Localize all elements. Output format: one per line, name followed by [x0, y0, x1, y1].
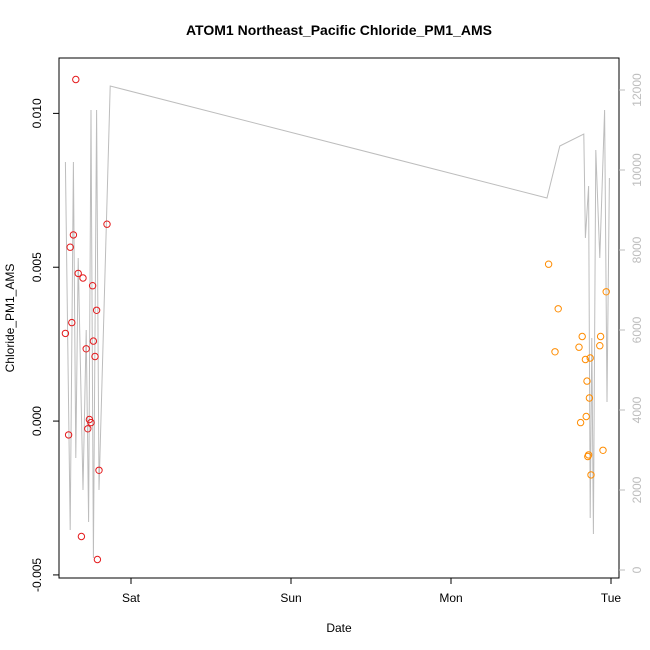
- data-point-s1-19: [95, 466, 103, 474]
- data-point-s1-16: [91, 352, 99, 361]
- x-tick-label-tue: Tue: [601, 591, 622, 605]
- data-point-s1-7: [74, 269, 82, 278]
- data-point-s1-17: [92, 306, 101, 314]
- y2-tick-label-0: 0: [630, 566, 644, 573]
- y2-tick-label-6: 12000: [630, 73, 644, 107]
- x-tick-label-sun: Sun: [280, 591, 301, 605]
- y2-tick-label-2: 4000: [630, 396, 644, 423]
- data-point-s2-8: [582, 412, 590, 421]
- data-point-s2-14: [587, 471, 595, 479]
- data-point-s2-1: [544, 260, 553, 268]
- data-point-s1-3: [66, 243, 74, 251]
- y2-tick-label-4: 8000: [630, 236, 644, 263]
- data-point-s2-3: [554, 305, 562, 313]
- y2-tick-label-3: 6000: [630, 316, 644, 343]
- x-tick-label-mon: Mon: [439, 591, 462, 605]
- x-axis-label: Date: [326, 621, 352, 635]
- data-point-s1-14: [88, 282, 97, 290]
- y2-tick-label-1: 2000: [630, 476, 644, 503]
- plot-area: Sat Sun Mon Tue -0.005 0.000 0.005 0.010 0 2000 40…: [30, 57, 644, 605]
- data-point-s1-11: [84, 425, 92, 433]
- data-point-s2-4: [575, 343, 583, 351]
- secondary-series-line: [64, 85, 610, 559]
- data-point-s1-8: [77, 532, 86, 541]
- data-point-s2-7: [581, 355, 590, 364]
- data-point-s2-11: [584, 451, 593, 459]
- chart-title: ATOM1 Northeast_Pacific Chloride_PM1_AMS: [186, 22, 492, 38]
- data-point-s2-2: [551, 348, 559, 356]
- data-point-s1-10: [82, 345, 90, 353]
- y-tick-label-0: -0.005: [30, 558, 44, 592]
- data-point-s1-13: [87, 418, 95, 427]
- data-point-s2-15: [596, 342, 604, 350]
- data-point-s1-4: [68, 318, 76, 327]
- data-point-s2-13: [586, 354, 594, 362]
- data-point-s1-15: [89, 337, 98, 345]
- data-point-s1-1: [61, 329, 70, 338]
- y2-tick-label-5: 10000: [630, 153, 644, 187]
- plot-frame: [58, 57, 620, 579]
- data-point-s1-6: [72, 75, 80, 84]
- data-point-s1-18: [93, 555, 102, 564]
- data-point-s2-6: [578, 332, 586, 341]
- data-point-s2-9: [583, 377, 591, 385]
- data-point-s2-12: [585, 394, 594, 402]
- data-point-s1-2: [64, 431, 73, 439]
- data-point-s2-16: [596, 332, 605, 341]
- x-tick-label-sat: Sat: [122, 591, 141, 605]
- y-tick-label-1: 0.000: [30, 406, 44, 436]
- data-point-s1-5: [69, 231, 78, 239]
- data-point-s1-20: [103, 220, 111, 228]
- data-point-s2-5: [576, 418, 585, 427]
- y-tick-label-3: 0.010: [30, 98, 44, 128]
- data-point-s2-17: [599, 446, 607, 454]
- data-point-s1-9: [79, 274, 87, 282]
- data-point-s2-18: [602, 288, 610, 296]
- y-axis-label: Chloride_PM1_AMS: [3, 264, 17, 373]
- y-tick-label-2: 0.005: [30, 252, 44, 282]
